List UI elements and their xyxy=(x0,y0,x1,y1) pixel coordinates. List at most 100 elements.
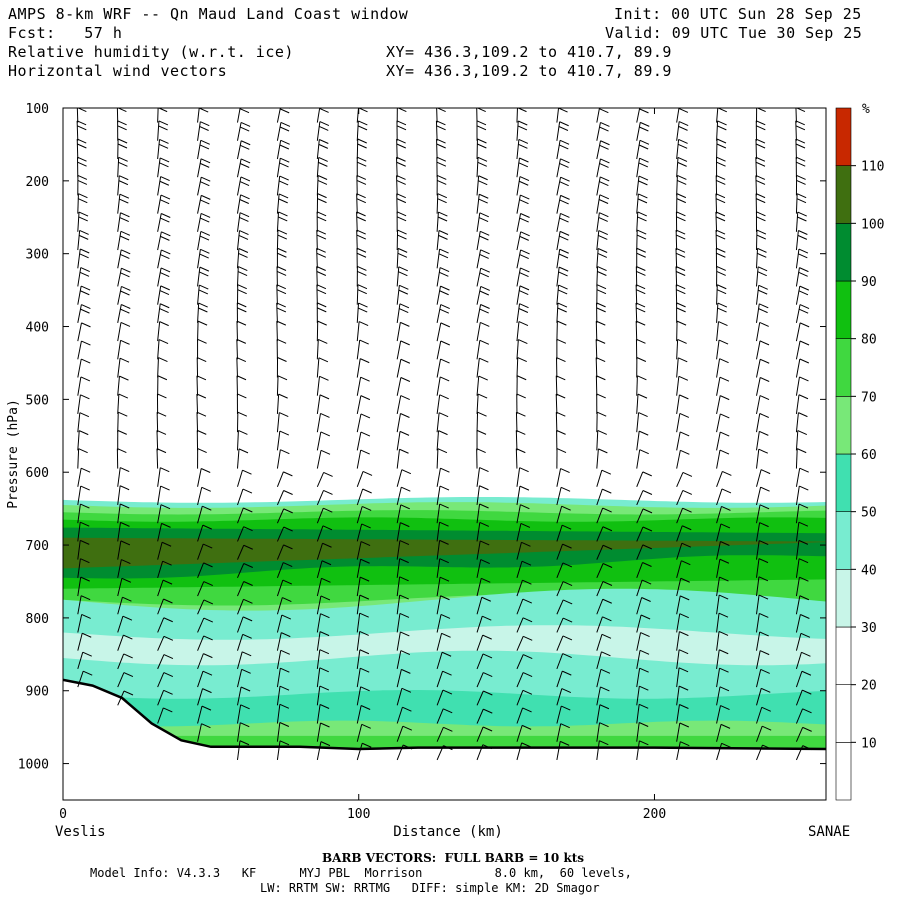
wind-barb xyxy=(676,613,689,633)
wind-barb xyxy=(117,429,127,451)
y-tick-label: 100 xyxy=(26,102,49,117)
wind-barb xyxy=(555,393,566,414)
wind-barb xyxy=(516,339,528,360)
colorbar-swatch xyxy=(835,742,852,801)
wind-barb xyxy=(755,211,766,232)
wind-barb xyxy=(396,668,411,688)
wind-barb xyxy=(676,685,689,706)
wind-barb xyxy=(117,230,131,251)
wind-barb xyxy=(556,194,570,214)
wind-barb xyxy=(756,377,770,396)
y-tick-label: 300 xyxy=(26,248,49,263)
wind-barb xyxy=(596,740,609,761)
wind-barb xyxy=(795,120,806,141)
init-time: Init: 00 UTC Sun 28 Sep 25 xyxy=(614,5,862,23)
wind-barb xyxy=(157,213,171,232)
wind-barb xyxy=(516,522,531,542)
wind-barb xyxy=(556,505,571,524)
wind-barb xyxy=(236,704,250,724)
wind-barb xyxy=(476,339,490,360)
wind-barb xyxy=(236,448,249,469)
wind-barb xyxy=(476,615,492,633)
wind-barb xyxy=(316,631,330,651)
wind-barb xyxy=(396,321,410,342)
wind-barb xyxy=(476,577,491,597)
wind-barb xyxy=(276,266,287,287)
wind-barb xyxy=(156,411,167,433)
wind-barb xyxy=(556,635,573,651)
wind-barb xyxy=(396,229,407,251)
wind-barb xyxy=(117,322,131,342)
wind-barb xyxy=(676,121,689,141)
wind-barb xyxy=(197,562,213,579)
wind-barb xyxy=(556,230,570,251)
wind-barb xyxy=(316,175,328,196)
wind-barb xyxy=(596,176,610,196)
wind-barb xyxy=(197,468,211,487)
colorbar-swatch xyxy=(835,107,852,166)
wind-barb xyxy=(396,284,409,305)
wind-barb xyxy=(237,651,252,670)
wind-barb xyxy=(716,302,728,323)
wind-barb xyxy=(795,670,812,688)
wind-barb xyxy=(77,632,92,651)
wind-barb xyxy=(676,667,689,688)
wind-barb xyxy=(596,393,606,414)
colorbar-label: 60 xyxy=(861,448,877,463)
wind-barb xyxy=(756,284,768,305)
field-label-rh: Relative humidity (w.r.t. ice) xyxy=(8,43,294,61)
colorbar-swatch xyxy=(835,453,852,512)
wind-barb xyxy=(676,542,692,560)
wind-barb xyxy=(316,320,327,342)
wind-barb xyxy=(316,542,332,560)
wind-barb xyxy=(117,193,130,214)
wind-barb xyxy=(236,176,251,196)
wind-barb xyxy=(476,672,493,688)
wind-barb xyxy=(396,725,413,742)
wind-barb xyxy=(117,120,127,141)
wind-barb xyxy=(476,138,487,160)
wind-barb xyxy=(676,704,689,724)
wind-barb xyxy=(556,468,570,487)
wind-barb xyxy=(516,321,529,342)
wind-barb xyxy=(795,412,808,433)
wind-barb xyxy=(676,375,689,396)
wind-barb xyxy=(516,467,529,487)
wind-barb xyxy=(795,521,809,542)
wind-barb xyxy=(676,507,692,524)
wind-barb xyxy=(77,430,89,451)
wind-barb xyxy=(476,540,490,560)
wind-barb xyxy=(595,357,606,378)
wind-barb xyxy=(715,174,726,196)
wind-barb xyxy=(516,213,530,232)
wind-barb xyxy=(516,689,533,706)
wind-barb xyxy=(436,485,450,506)
wind-barb xyxy=(77,267,90,287)
wind-barb xyxy=(516,707,532,724)
model-info-2: LW: RRTM SW: RRTMG DIFF: simple KM: 2D S… xyxy=(260,881,600,895)
wind-barb xyxy=(716,523,731,542)
wind-barb xyxy=(276,614,292,633)
wind-barb xyxy=(316,375,329,396)
wind-barb xyxy=(636,449,649,469)
wind-barb xyxy=(356,576,370,597)
wind-barb xyxy=(675,229,686,251)
wind-barb xyxy=(716,266,726,287)
wind-barb xyxy=(396,504,410,524)
wind-barb xyxy=(636,740,649,761)
colorbar-swatch xyxy=(835,511,852,570)
wind-barb xyxy=(77,304,91,323)
wind-barb xyxy=(795,485,809,506)
wind-barb xyxy=(636,393,648,414)
wind-barb xyxy=(795,211,807,232)
colorbar-label: 30 xyxy=(861,621,877,636)
wind-barb xyxy=(476,559,490,578)
wind-barb xyxy=(756,486,770,506)
wind-barb xyxy=(236,302,247,323)
wind-barb xyxy=(196,411,207,433)
wind-barb xyxy=(636,544,653,560)
wind-barb xyxy=(676,193,687,214)
wind-barb xyxy=(596,430,607,451)
wind-barb xyxy=(596,158,610,178)
wind-barb xyxy=(77,322,91,342)
